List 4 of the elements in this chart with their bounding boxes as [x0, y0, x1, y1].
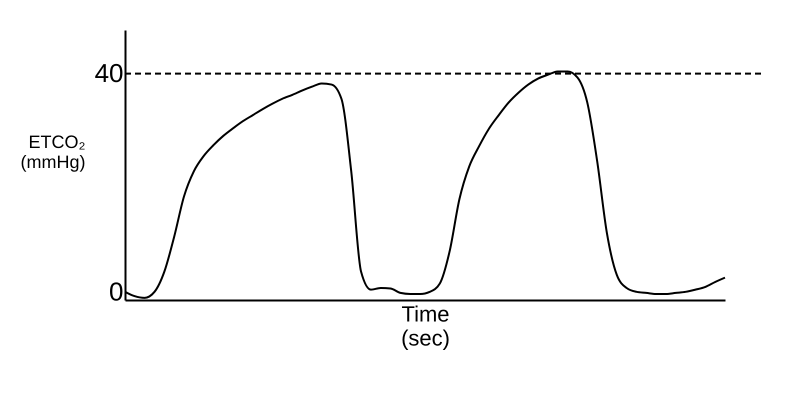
x-axis-title: Time (sec)	[401, 302, 450, 350]
y-tick-label: 40	[94, 58, 124, 88]
y-tick-label: 0	[109, 276, 124, 306]
y-axis-title: ETCO₂ (mmHg)	[20, 132, 86, 172]
